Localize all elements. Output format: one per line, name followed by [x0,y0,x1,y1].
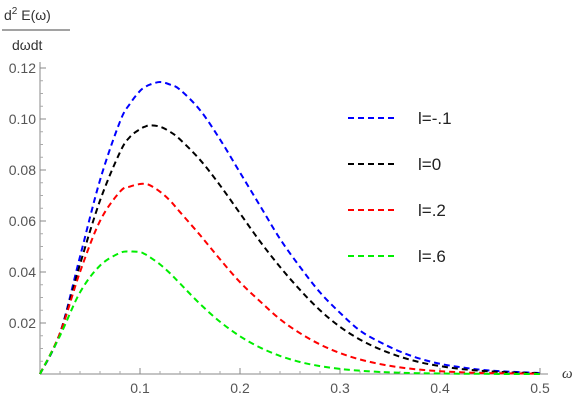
series-line-3 [39,250,541,376]
series-line-2 [39,182,541,375]
series-lines [39,81,541,376]
y-axis-label-denominator: dωdt [12,37,43,53]
x-tick-label: 0.3 [330,380,350,396]
legend-label: l=0 [418,155,441,174]
x-tick-label: 0.4 [430,380,450,396]
legend-label: l=.6 [418,247,446,266]
x-tick-label: 0.5 [530,380,550,396]
x-axis-label: ω [562,366,573,382]
legend-label: l=-.1 [418,109,452,128]
y-tick-label: 0.10 [9,111,36,127]
y-tick-label: 0.08 [9,162,36,178]
legend-label: l=.2 [418,201,446,220]
y-axis-label: d2 E(ω) dωdt [2,6,70,53]
y-tick-label: 0.12 [9,60,36,76]
y-axis-ticks: 0.02 0.04 0.06 0.08 0.10 0.12 [9,60,46,362]
x-tick-label: 0.1 [130,380,150,396]
y-tick-label: 0.06 [9,213,36,229]
legend: l=-.1 l=0 l=.2 l=.6 [348,109,452,266]
y-tick-label: 0.04 [9,264,36,280]
series-line-1 [39,124,541,375]
series-line-0 [39,81,541,375]
x-axis-ticks: 0.1 0.2 0.3 0.4 0.5 [59,368,550,396]
y-axis-label-numerator: d2 E(ω) [4,6,51,23]
x-tick-label: 0.2 [230,380,250,396]
y-tick-label: 0.02 [9,315,36,331]
